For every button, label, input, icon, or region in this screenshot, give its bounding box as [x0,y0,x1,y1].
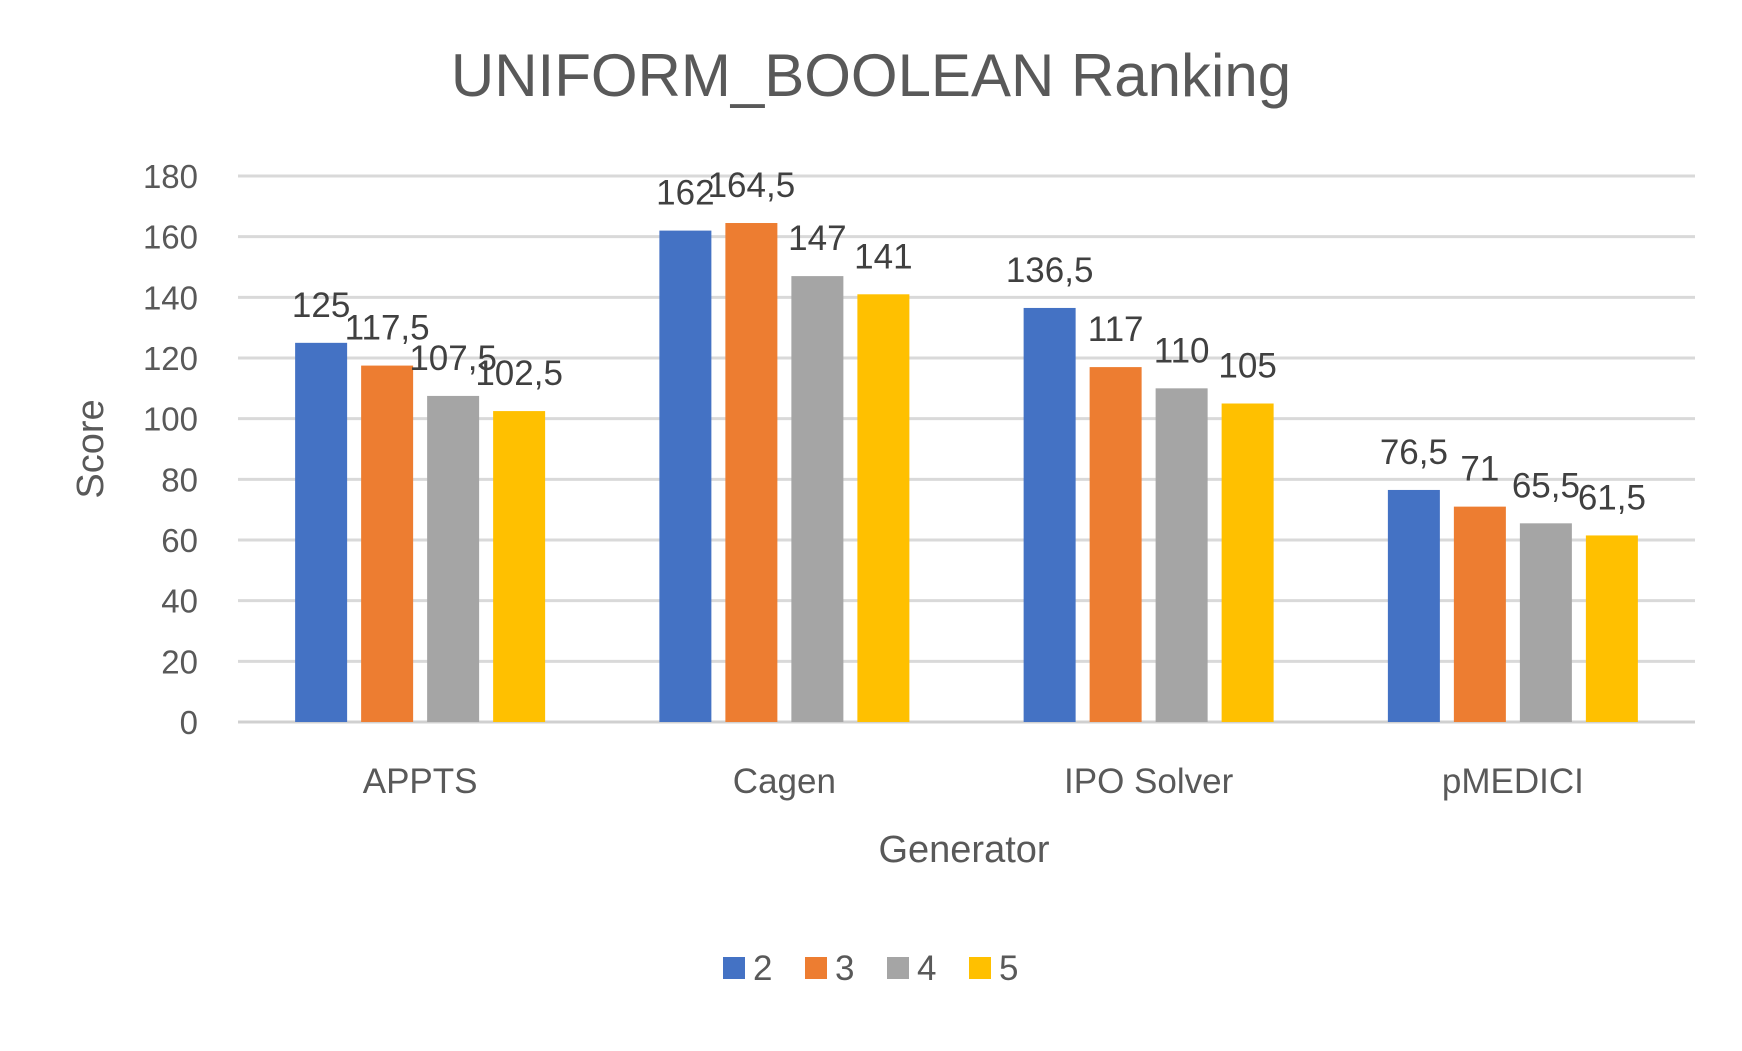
bar [659,230,712,722]
y-tick-label: 180 [143,158,198,195]
y-tick-label: 40 [161,583,198,620]
y-tick-label: 80 [161,461,198,498]
bar [493,411,546,722]
legend-label: 5 [999,949,1018,988]
chart-title: UNIFORM_BOOLEAN Ranking [451,42,1291,109]
bar [1585,535,1638,722]
x-category-label: pMEDICI [1442,762,1584,801]
data-label: 125 [292,286,350,325]
data-label: 76,5 [1380,433,1448,472]
y-axis-ticks: 0 20 40 60 80 100 120 140 160 180 [143,158,198,741]
bars [295,223,1638,722]
x-category-label: APPTS [363,762,478,801]
legend-label: 2 [753,949,772,988]
y-tick-label: 0 [180,704,198,741]
bar [857,294,910,722]
data-label: 117 [1088,310,1144,349]
y-tick-label: 160 [143,219,198,256]
gridlines [238,174,1695,724]
bar [1453,506,1506,722]
y-tick-label: 120 [143,340,198,377]
data-label: 141 [854,237,912,276]
bar [791,276,844,722]
bar [295,342,348,722]
x-axis-categories: APPTS Cagen IPO Solver pMEDICI [363,762,1584,801]
legend-swatch [723,957,745,979]
x-category-label: IPO Solver [1064,762,1234,801]
bar [427,395,480,722]
legend-swatch [887,957,909,979]
y-tick-label: 100 [143,401,198,438]
y-tick-label: 60 [161,522,198,559]
data-label: 65,5 [1512,466,1580,505]
y-tick-label: 20 [161,643,198,680]
bar [1023,307,1076,722]
data-label: 102,5 [475,354,563,393]
data-label: 105 [1218,347,1276,386]
data-label: 164,5 [708,166,796,205]
legend: 2 3 4 5 [723,949,1018,988]
data-label: 107,5 [409,339,497,378]
data-label: 110 [1154,331,1210,370]
data-label: 117,5 [345,309,430,348]
data-label: 162 [656,174,714,213]
y-axis-title: Score [70,399,112,498]
legend-swatch [805,957,827,979]
legend-label: 4 [917,949,936,988]
bar [1519,523,1572,722]
legend-swatch [969,957,991,979]
bar [1387,489,1440,722]
y-tick-label: 140 [143,279,198,316]
data-label: 71 [1460,450,1499,489]
bar [361,365,414,722]
bar [1155,388,1208,722]
bar [725,223,778,722]
bar [1089,367,1142,722]
bar [1221,403,1274,722]
x-axis-title: Generator [878,829,1049,871]
data-label: 147 [788,219,846,258]
data-label: 61,5 [1578,478,1646,517]
data-label: 136,5 [1006,251,1094,290]
x-category-label: Cagen [733,762,836,801]
legend-label: 3 [835,949,854,988]
